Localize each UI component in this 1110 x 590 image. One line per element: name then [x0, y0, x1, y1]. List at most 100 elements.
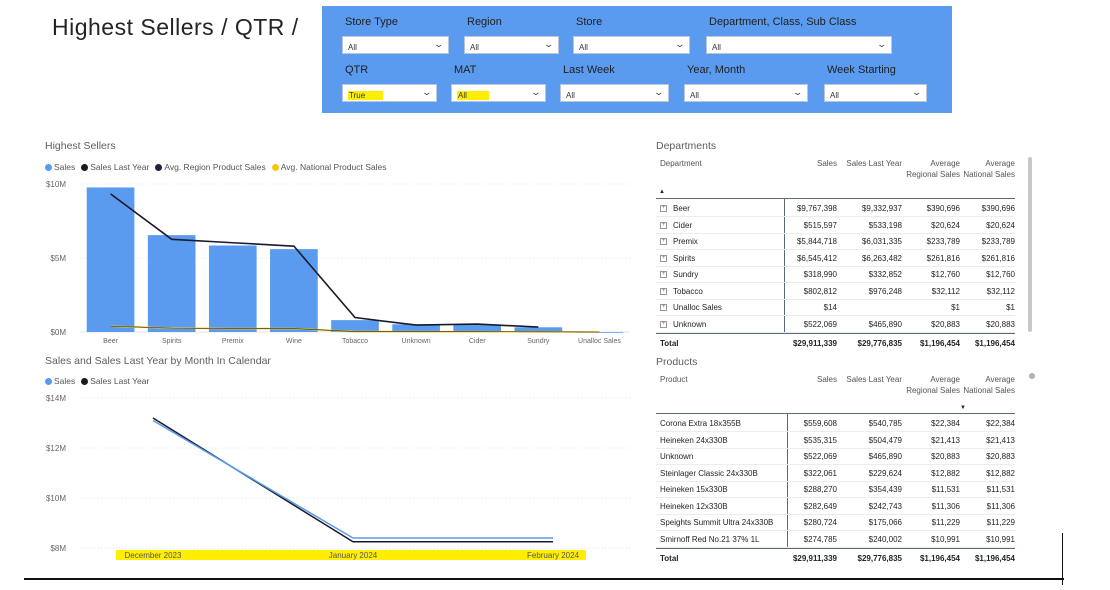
store-type-dropdown[interactable]: All ⌄: [342, 36, 449, 54]
expand-icon[interactable]: +: [660, 205, 667, 213]
expand-icon[interactable]: +: [660, 221, 667, 229]
table-cell: Heineken 24x330B: [660, 436, 728, 445]
table-cell: $504,479: [868, 435, 902, 445]
row-label: Premix: [673, 237, 698, 246]
expand-icon[interactable]: +: [660, 304, 667, 312]
mat-dropdown[interactable]: All ⌄: [451, 84, 546, 102]
column-header[interactable]: Average Regional Sales: [906, 375, 960, 395]
products-table[interactable]: Product Sales Sales Last Year Average Regio…: [656, 374, 1018, 569]
departments-table[interactable]: Department Sales Sales Last Year Average Re…: [656, 158, 1018, 353]
total-cell: $29,776,835: [857, 554, 903, 563]
column-header[interactable]: Average National Sales: [963, 375, 1015, 395]
table-row[interactable]: Unknown $522,069 $465,890 $20,883 $20,883: [656, 448, 1015, 465]
column-header[interactable]: Sales Last Year: [846, 375, 902, 384]
table-cell: $20,883: [931, 319, 960, 329]
year-month-dropdown[interactable]: All ⌄: [684, 84, 808, 102]
department-dropdown[interactable]: All ⌄: [706, 36, 892, 54]
qtr-dropdown[interactable]: True ⌄: [342, 84, 437, 102]
table-cell: $10,991: [986, 534, 1015, 544]
column-header[interactable]: Sales: [816, 159, 837, 168]
column-header[interactable]: Sales: [816, 375, 837, 384]
line-sales-last-year: [110, 193, 539, 328]
departments-scrollbar[interactable]: [1028, 157, 1032, 332]
row-label: Beer: [673, 204, 690, 213]
table-row[interactable]: Speights Summit Ultra 24x330B $280,724 $17…: [656, 514, 1015, 531]
table-cell: $274,785: [803, 534, 837, 544]
table-cell: $522,069: [803, 452, 837, 461]
legend-item-sales-last-year[interactable]: Sales Last Year: [81, 376, 149, 386]
table-row[interactable]: + Beer $9,767,398 $9,332,937 $390,696 $390,69…: [656, 200, 1015, 217]
table-row[interactable]: Steinlager Classic 24x330B $322,061 $229,6…: [656, 465, 1015, 482]
column-header[interactable]: Average National Sales: [963, 159, 1015, 179]
x-tick-label: Unalloc Sales: [578, 338, 621, 345]
sort-ascending-icon[interactable]: ▲: [659, 189, 665, 195]
row-label: Unknown: [660, 452, 694, 461]
legend-dot: [45, 163, 52, 171]
legend-item-avg-national[interactable]: Avg. National Product Sales: [271, 162, 386, 172]
column-header[interactable]: Department: [660, 159, 702, 168]
table-row[interactable]: Smirnoff Red No.21 37% 1L $274,785 $240,00…: [656, 531, 1015, 548]
table-row[interactable]: Heineken 12x330B $282,649 $242,743 $11,306 $…: [656, 498, 1015, 515]
table-row[interactable]: + Cider $515,597 $533,198 $20,624 $20,624: [656, 217, 1015, 234]
table-cell: $175,066: [868, 518, 902, 527]
table-row[interactable]: Corona Extra 18x355B $559,608 $540,785 $22,…: [656, 415, 1015, 432]
legend-item-sales[interactable]: Sales: [45, 162, 75, 172]
table-cell: $280,724: [803, 518, 837, 527]
column-header[interactable]: Product: [660, 375, 688, 384]
legend-item-sales-last-year[interactable]: Sales Last Year: [81, 162, 149, 172]
expand-icon[interactable]: +: [660, 287, 667, 295]
table-cell: $22,384: [931, 419, 960, 428]
row-label: Unalloc Sales: [673, 303, 722, 312]
column-header[interactable]: Average Regional Sales: [906, 159, 960, 179]
table-row[interactable]: + Premix $5,844,718 $6,031,335 $233,789 $233,…: [656, 233, 1015, 250]
products-scroll-indicator[interactable]: [1029, 373, 1035, 379]
table-cell: $10,991: [931, 534, 960, 544]
last-week-dropdown[interactable]: All ⌄: [560, 84, 669, 102]
table-row[interactable]: + Tobacco $802,812 $976,248 $32,112 $32,112: [656, 283, 1015, 300]
filter-label-mat: MAT: [454, 64, 477, 76]
y-tick-label: $5M: [50, 254, 66, 263]
table-cell: + Unknown: [660, 320, 706, 329]
total-cell: $1,196,454: [974, 554, 1015, 563]
expand-icon[interactable]: +: [660, 271, 667, 279]
sales-by-month-chart[interactable]: $14M $12M $10M $8M December 2023 January 2024…: [40, 388, 640, 566]
region-dropdown[interactable]: All ⌄: [464, 36, 559, 54]
store-dropdown[interactable]: All ⌄: [573, 36, 690, 54]
legend-item-sales[interactable]: Sales: [45, 376, 75, 386]
expand-icon[interactable]: +: [660, 320, 667, 328]
line-sales: [152, 419, 553, 539]
filter-label-department: Department, Class, Sub Class: [709, 16, 857, 28]
sort-descending-icon[interactable]: ▼: [960, 405, 966, 411]
table-row[interactable]: + Spirits $6,545,412 $6,263,482 $261,816 $261…: [656, 250, 1015, 267]
table-row[interactable]: + Unalloc Sales $14 $1 $1: [656, 299, 1015, 316]
table-cell: Heineken 12x330B: [660, 502, 728, 511]
table-row[interactable]: + Sundry $318,990 $332,852 $12,760 $12,760: [656, 266, 1015, 283]
expand-icon[interactable]: +: [660, 254, 667, 262]
table-cell: $802,812: [803, 286, 837, 296]
total-cell: $1,196,454: [919, 339, 960, 348]
column-header[interactable]: Sales Last Year: [846, 159, 902, 168]
y-tick-label: $0M: [50, 328, 66, 337]
legend-dot: [155, 163, 163, 171]
total-cell: Total: [660, 339, 679, 348]
legend-item-avg-region[interactable]: Avg. Region Product Sales: [155, 162, 266, 172]
x-tick-label: December 2023: [125, 551, 182, 560]
legend-dot: [45, 377, 52, 385]
table-row[interactable]: + Unknown $522,069 $465,890 $20,883 $20,883: [656, 316, 1015, 333]
filter-label-store: Store: [576, 16, 603, 28]
table-cell: + Spirits: [660, 254, 695, 263]
table-cell: $1: [951, 303, 960, 312]
table-row[interactable]: Heineken 24x330B $535,315 $504,479 $21,413 $…: [656, 432, 1015, 449]
table-cell: $390,696: [981, 204, 1015, 213]
table-row[interactable]: Heineken 15x330B $288,270 $354,439 $11,531 $…: [656, 481, 1015, 498]
table-cell: $515,597: [803, 220, 837, 230]
expand-icon[interactable]: +: [660, 238, 667, 246]
week-starting-dropdown[interactable]: All ⌄: [824, 84, 927, 102]
total-cell: $1,196,454: [974, 339, 1015, 348]
filter-label-qtr: QTR: [345, 64, 369, 76]
highest-sellers-chart[interactable]: $10M $5M $0M Beer Spirits Premix Wine Tobacco Un…: [40, 175, 640, 350]
header-divider: [656, 413, 1015, 414]
bar-sales: [392, 324, 440, 332]
bar-sales: [147, 235, 196, 332]
table-cell: Corona Extra 18x355B: [660, 419, 741, 428]
